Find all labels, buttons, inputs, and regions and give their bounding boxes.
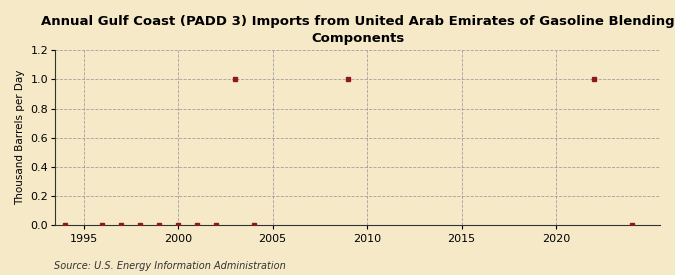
- Title: Annual Gulf Coast (PADD 3) Imports from United Arab Emirates of Gasoline Blendin: Annual Gulf Coast (PADD 3) Imports from …: [40, 15, 674, 45]
- Text: Source: U.S. Energy Information Administration: Source: U.S. Energy Information Administ…: [54, 261, 286, 271]
- Y-axis label: Thousand Barrels per Day: Thousand Barrels per Day: [15, 70, 25, 205]
